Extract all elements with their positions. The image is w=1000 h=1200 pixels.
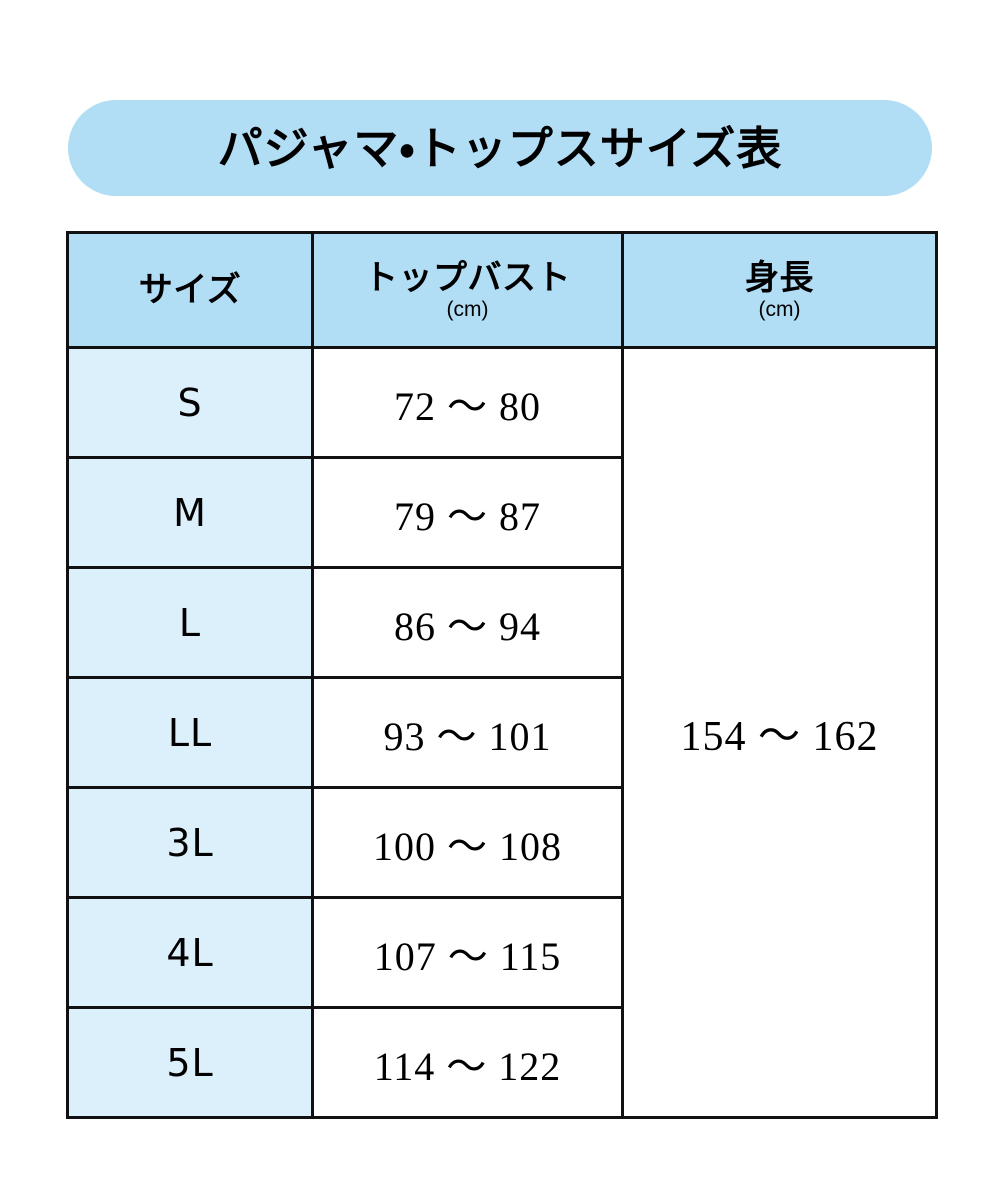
cell-size: 5L — [66, 1006, 314, 1119]
cell-size: S — [66, 346, 314, 459]
cell-top-bust: 79 〜 87 — [311, 456, 624, 569]
cell-size: LL — [66, 676, 314, 789]
column-header-top-bust-unit: (cm) — [446, 297, 489, 321]
cell-height-merged: 154 〜 162 — [621, 346, 938, 1119]
cell-top-bust: 72 〜 80 — [311, 346, 624, 459]
table-row: S 72 〜 80 154 〜 162 — [66, 346, 938, 1119]
cell-size: L — [66, 566, 314, 679]
column-header-top-bust-label: トップバスト — [364, 258, 571, 297]
column-header-size-label: サイズ — [138, 270, 242, 309]
cell-top-bust: 107 〜 115 — [311, 896, 624, 1009]
cell-top-bust: 93 〜 101 — [311, 676, 624, 789]
column-header-size: サイズ — [66, 231, 314, 349]
cell-size: 3L — [66, 786, 314, 899]
table-row: 4L 107 〜 115 — [66, 896, 937, 1009]
cell-top-bust: 86 〜 94 — [311, 566, 624, 679]
column-header-height-unit: (cm) — [758, 297, 801, 321]
column-header-top-bust: トップバスト (cm) — [311, 231, 624, 349]
table-row: L 86 〜 94 — [66, 566, 937, 679]
page-title: パジャマ・トップスサイズ表 — [217, 122, 783, 174]
column-header-height-label: 身長 — [745, 258, 814, 297]
table-row: M 79 〜 87 — [66, 456, 937, 569]
table-header-row: サイズ トップバスト (cm) 身長 (cm) — [66, 231, 938, 349]
cell-top-bust: 114 〜 122 — [311, 1006, 624, 1119]
page-title-banner: パジャマ・トップスサイズ表 — [68, 100, 932, 196]
table-row: 3L 100 〜 108 — [66, 786, 937, 899]
column-header-height: 身長 (cm) — [621, 231, 938, 349]
cell-size: M — [66, 456, 314, 569]
cell-top-bust: 100 〜 108 — [311, 786, 624, 899]
cell-size: 4L — [66, 896, 314, 1009]
table-row: 5L 114 〜 122 — [66, 1006, 937, 1119]
table-row: LL 93 〜 101 — [66, 676, 937, 789]
size-table: サイズ トップバスト (cm) 身長 (cm) S 72 〜 80 154 〜 … — [66, 231, 938, 1119]
